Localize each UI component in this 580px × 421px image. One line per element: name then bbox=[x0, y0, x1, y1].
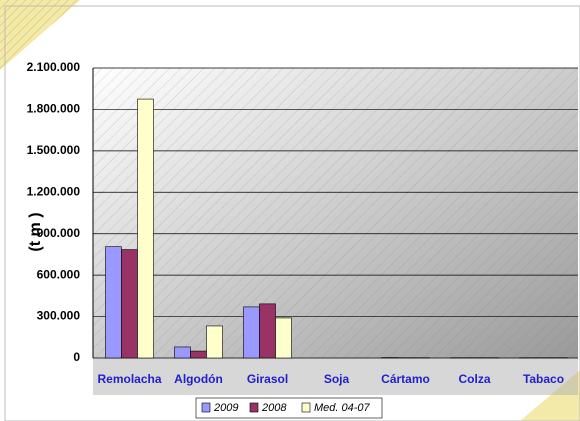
x-tick-label: Colza bbox=[458, 372, 490, 386]
bar bbox=[105, 246, 122, 359]
y-tick-label: 2.100.000 bbox=[27, 60, 81, 74]
bar bbox=[259, 303, 276, 359]
y-tick-label: 300.000 bbox=[37, 309, 81, 323]
legend-swatch bbox=[301, 402, 311, 413]
y-tick-label: 0 bbox=[73, 350, 80, 364]
bar bbox=[275, 317, 292, 359]
x-tick-label: Soja bbox=[324, 372, 350, 386]
bar bbox=[137, 98, 154, 359]
x-tick-label: Girasol bbox=[247, 372, 288, 386]
floor bbox=[93, 358, 578, 395]
bar bbox=[174, 346, 191, 359]
y-tick-label: 1.800.000 bbox=[27, 102, 81, 116]
y-axis-label: (t m ) bbox=[27, 212, 44, 251]
bar bbox=[243, 306, 260, 359]
x-tick-label: Cártamo bbox=[381, 372, 430, 386]
bar bbox=[206, 325, 223, 359]
corner-decor bbox=[0, 0, 80, 70]
legend-swatch bbox=[201, 402, 211, 413]
x-tick-label: Remolacha bbox=[97, 372, 161, 386]
legend-label: 2008 bbox=[261, 402, 287, 414]
y-tick-label: 600.000 bbox=[37, 267, 81, 281]
y-tick-label: 1.200.000 bbox=[27, 184, 81, 198]
x-tick-label: Algodón bbox=[174, 372, 223, 386]
chart-frame bbox=[4, 5, 580, 421]
bar bbox=[190, 350, 207, 359]
legend-label: 2009 bbox=[213, 402, 238, 414]
legend-label: Med. 04-07 bbox=[314, 402, 371, 414]
y-tick-label: 900.000 bbox=[37, 226, 81, 240]
bar bbox=[121, 249, 138, 359]
legend-box bbox=[195, 397, 383, 419]
back-wall-hatch bbox=[93, 68, 578, 358]
x-tick-label: Tabaco bbox=[523, 372, 564, 386]
y-tick-label: 1.500.000 bbox=[27, 143, 81, 157]
legend-swatch bbox=[249, 402, 259, 413]
